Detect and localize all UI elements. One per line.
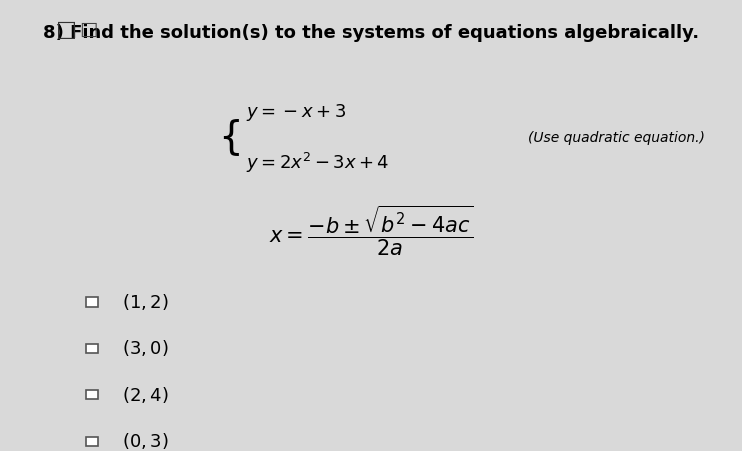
FancyBboxPatch shape <box>86 437 98 446</box>
Text: $x = \dfrac{-b \pm \sqrt{b^2 - 4ac}}{2a}$: $x = \dfrac{-b \pm \sqrt{b^2 - 4ac}}{2a}… <box>269 203 473 258</box>
FancyBboxPatch shape <box>86 390 98 400</box>
Text: $(1, 2)$: $(1, 2)$ <box>122 292 168 312</box>
Text: □: □ <box>56 20 77 40</box>
Text: $\{$: $\{$ <box>218 117 240 158</box>
Text: $y = -x + 3$: $y = -x + 3$ <box>246 102 347 123</box>
Text: 8) Find the solution(s) to the systems of equations algebraically.: 8) Find the solution(s) to the systems o… <box>43 24 699 42</box>
Text: (Use quadratic equation.): (Use quadratic equation.) <box>528 131 705 145</box>
Text: $y = 2x^2 - 3x + 4$: $y = 2x^2 - 3x + 4$ <box>246 151 390 175</box>
FancyBboxPatch shape <box>86 298 98 307</box>
Text: $(3, 0)$: $(3, 0)$ <box>122 338 168 359</box>
Text: $(0, 3)$: $(0, 3)$ <box>122 431 168 451</box>
Text: □: □ <box>79 20 98 39</box>
Text: $(2, 4)$: $(2, 4)$ <box>122 385 168 405</box>
FancyBboxPatch shape <box>86 344 98 353</box>
